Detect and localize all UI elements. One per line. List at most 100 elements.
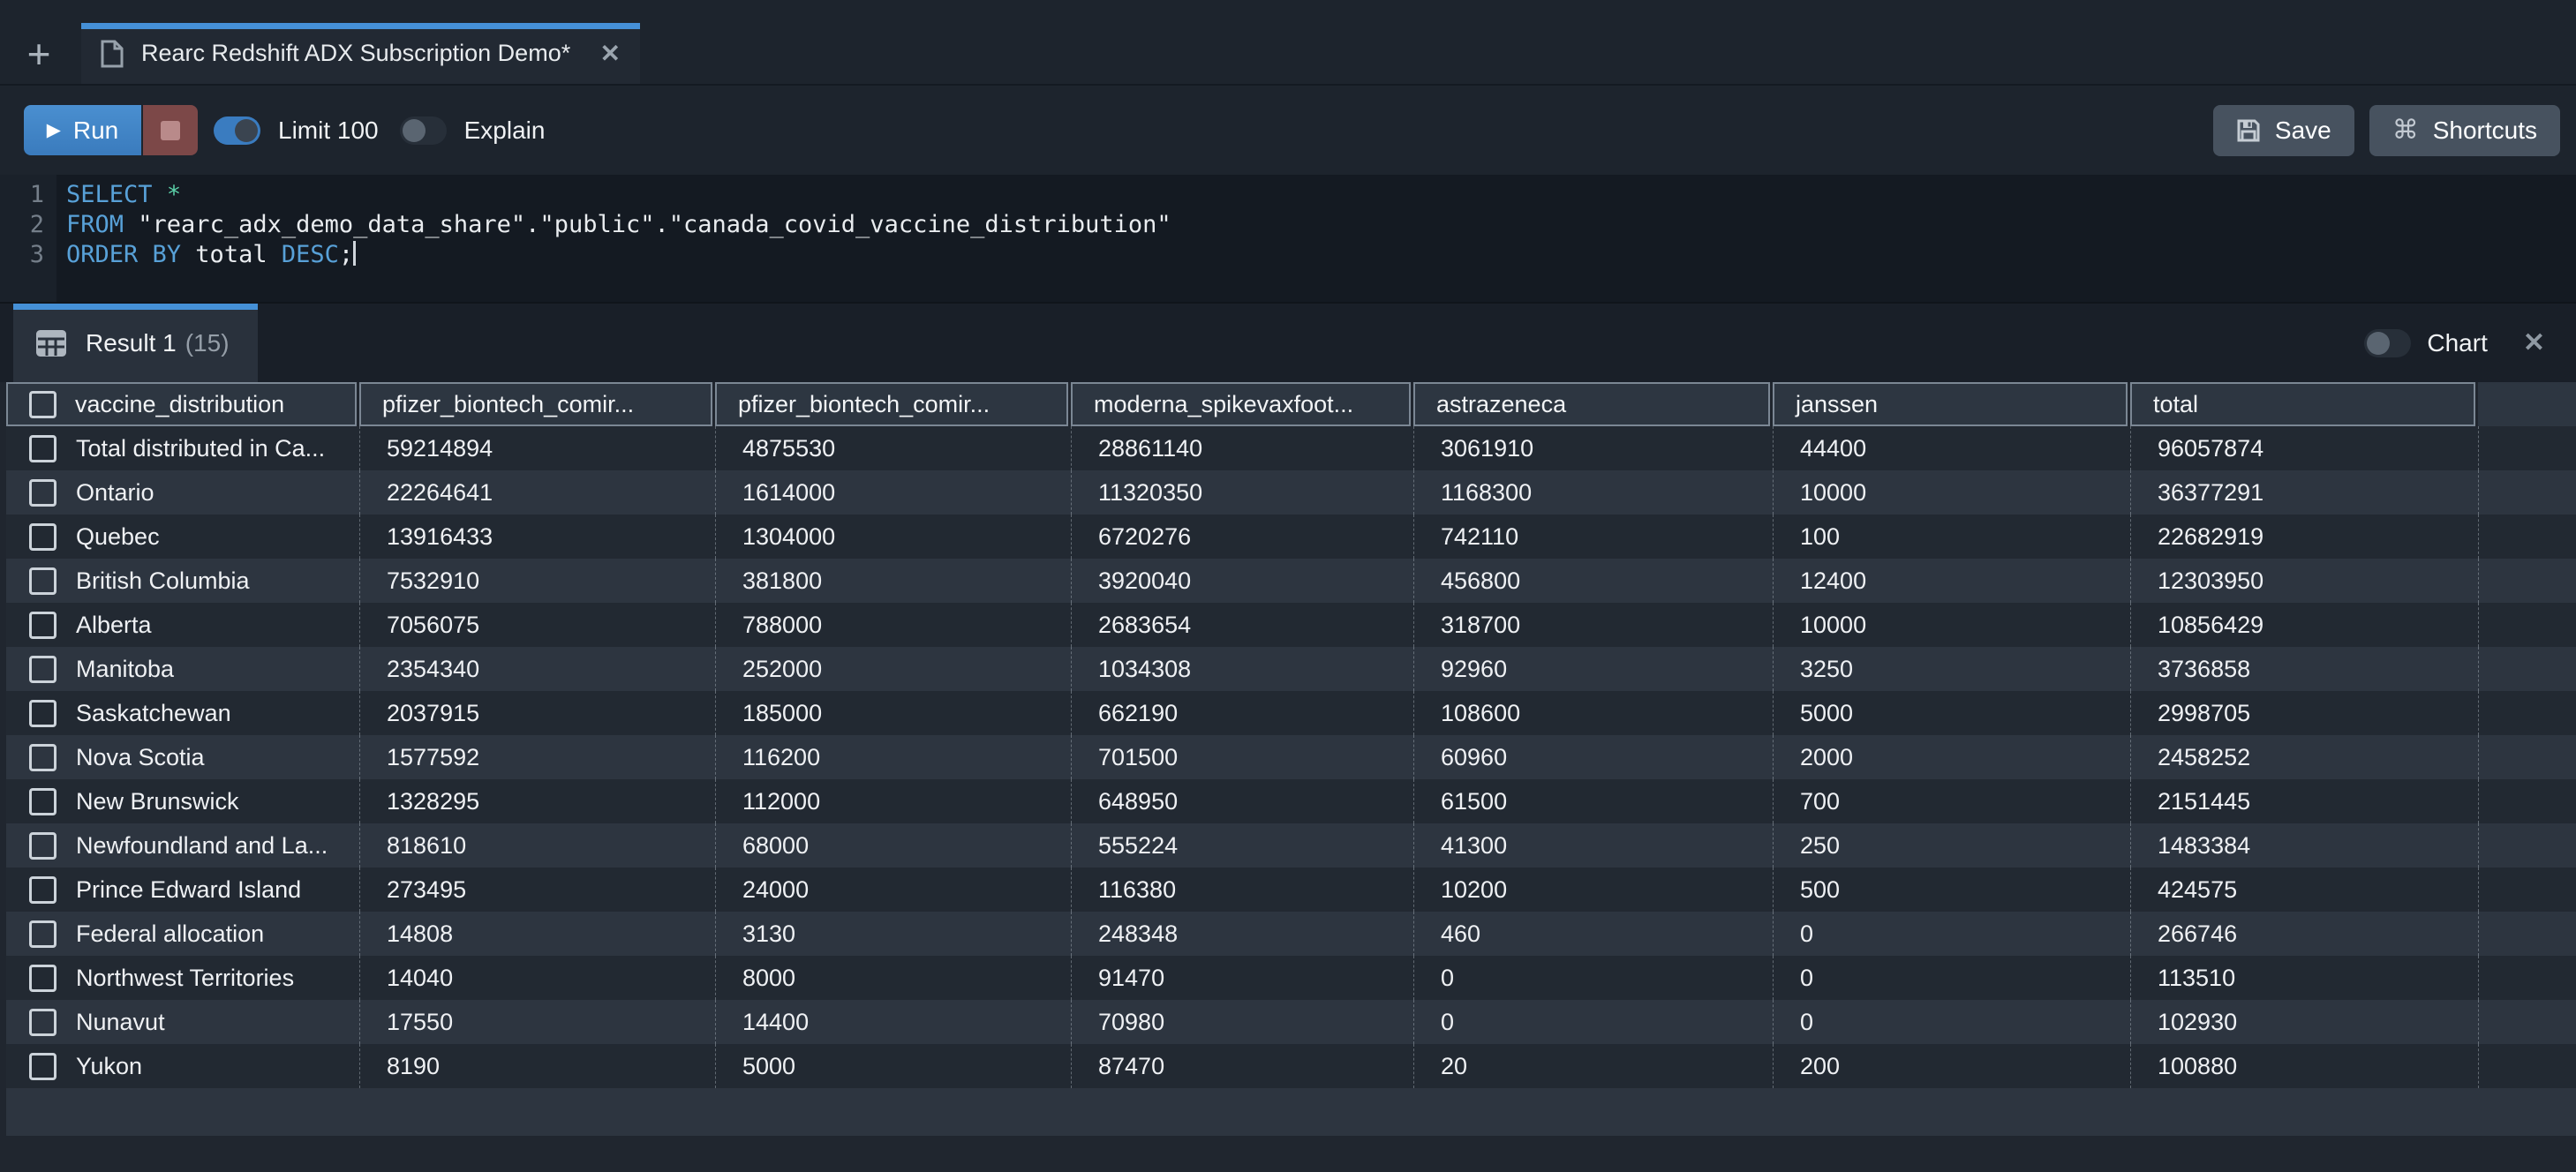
cell-value: 10856429 [2130,603,2478,647]
cell-value: 108600 [1413,691,1773,735]
table-row[interactable]: Saskatchewan 2037915 185000 662190 108600 500… [6,691,2576,735]
cell-value: 2683654 [1071,603,1413,647]
cell-value: 3130 [715,912,1071,956]
cell-value: 5000 [1773,691,2130,735]
cell-vaccine-distribution: New Brunswick [6,779,359,823]
code-token: total [181,241,282,268]
cell-value: 1614000 [715,470,1071,515]
cell-value: 700 [1773,779,2130,823]
select-all-checkbox[interactable] [29,390,56,418]
cell-filler [2478,912,2576,956]
cell-value: 3250 [1773,647,2130,691]
column-header-total[interactable]: total [2130,382,2475,426]
column-header-pfizer-biontech-comir[interactable]: pfizer_biontech_comir... [715,382,1068,426]
cell-value: 3920040 [1071,559,1413,603]
table-row[interactable]: Yukon 8190 5000 87470 20 200 100880 [6,1044,2576,1088]
table-row[interactable]: Newfoundland and La... 818610 68000 555224 4… [6,823,2576,868]
row-checkbox[interactable] [29,434,56,462]
new-tab-button[interactable]: + [26,30,51,77]
table-row[interactable]: New Brunswick 1328295 112000 648950 61500 700… [6,779,2576,823]
table-row[interactable]: Nunavut 17550 14400 70980 0 0 102930 [6,1000,2576,1044]
table-row[interactable]: British Columbia 7532910 381800 3920040 4568… [6,559,2576,603]
row-checkbox[interactable] [29,964,56,992]
column-header-vaccine-distribution[interactable]: vaccine_distribution [6,382,357,426]
cell-value: 1577592 [359,735,715,779]
result-tab-label: Result 1 [86,328,177,357]
sql-editor[interactable]: 1 SELECT * 2 FROM "rearc_adx_demo_data_shar… [0,175,2576,302]
line-number: 3 [29,241,44,268]
row-checkbox[interactable] [29,478,56,507]
row-checkbox[interactable] [29,1008,56,1036]
table-row[interactable]: Northwest Territories 14040 8000 91470 0 0 113… [6,956,2576,1000]
table-row[interactable]: Total distributed in Ca... 59214894 487553… [6,426,2576,470]
cell-value: 648950 [1071,779,1413,823]
table-row[interactable]: Prince Edward Island 273495 24000 116380 102… [6,868,2576,912]
toolbar-right-group: Save ⌘ Shortcuts [2212,104,2560,156]
results-close-icon[interactable]: ✕ [2522,328,2545,357]
save-button[interactable]: Save [2212,104,2354,156]
editor-gutter [0,175,56,302]
tab-rearc-redshift-adx-subscription-demo[interactable]: Rearc Redshift ADX Subscription Demo* ✕ [81,23,640,84]
editor-line[interactable]: 3 ORDER BY total DESC; [0,240,2576,270]
cell-value: 14040 [359,956,715,1000]
row-checkbox[interactable] [29,699,56,727]
cell-value: 24000 [715,868,1071,912]
code-text: FROM "rearc_adx_demo_data_share"."public… [66,210,1171,240]
table-row[interactable]: Federal allocation 14808 3130 248348 460 0 266… [6,912,2576,956]
code-token: * [166,181,182,208]
result-tab[interactable]: Result 1 (15) [13,304,258,382]
row-checkbox[interactable] [29,1052,56,1080]
cell-value: 14808 [359,912,715,956]
row-checkbox[interactable] [29,611,56,639]
tab-close-icon[interactable]: ✕ [599,40,621,67]
row-label: Alberta [76,611,152,638]
row-checkbox[interactable] [29,831,56,860]
shortcuts-button[interactable]: ⌘ Shortcuts [2369,104,2560,156]
code-token [153,181,167,208]
editor-line[interactable]: 2 FROM "rearc_adx_demo_data_share"."publi… [0,210,2576,240]
table-row[interactable]: Nova Scotia 1577592 116200 701500 60960 2000 2… [6,735,2576,779]
table-row[interactable]: Alberta 7056075 788000 2683654 318700 10000 10… [6,603,2576,647]
code-text: SELECT * [66,180,181,210]
cell-value: 68000 [715,823,1071,868]
row-checkbox[interactable] [29,743,56,771]
cell-value: 460 [1413,912,1773,956]
cell-value: 701500 [1071,735,1413,779]
column-header-pfizer-biontech-comir[interactable]: pfizer_biontech_comir... [359,382,712,426]
save-icon [2237,119,2260,141]
play-icon: ▶ [46,120,61,140]
cell-vaccine-distribution: Alberta [6,603,359,647]
results-table-header: vaccine_distribution pfizer_biontech_comi… [6,382,2576,426]
column-header-astrazeneca[interactable]: astrazeneca [1413,382,1770,426]
row-checkbox[interactable] [29,567,56,595]
stop-button[interactable] [143,105,198,155]
cell-value: 100 [1773,515,2130,559]
table-row[interactable]: Quebec 13916433 1304000 6720276 742110 100 226… [6,515,2576,559]
column-header-moderna-spikevaxfoot[interactable]: moderna_spikevaxfoot... [1071,382,1411,426]
row-label: New Brunswick [76,787,239,815]
cell-value: 0 [1413,1000,1773,1044]
row-checkbox[interactable] [29,920,56,948]
cell-value: 6720276 [1071,515,1413,559]
table-row[interactable]: Ontario 22264641 1614000 11320350 1168300 100… [6,470,2576,515]
chart-toggle[interactable] [2364,328,2412,357]
editor-line[interactable]: 1 SELECT * [0,180,2576,210]
cell-value: 318700 [1413,603,1773,647]
cell-value: 0 [1413,956,1773,1000]
cell-value: 252000 [715,647,1071,691]
limit-100-toggle[interactable] [214,116,260,145]
row-checkbox[interactable] [29,522,56,551]
column-header-janssen[interactable]: janssen [1773,382,2128,426]
table-row[interactable]: Manitoba 2354340 252000 1034308 92960 3250 373… [6,647,2576,691]
run-button[interactable]: ▶ Run [24,105,141,155]
explain-toggle[interactable] [399,116,447,145]
row-checkbox[interactable] [29,787,56,815]
cell-value: 500 [1773,868,2130,912]
cell-value: 424575 [2130,868,2478,912]
cell-value: 1034308 [1071,647,1413,691]
cell-value: 92960 [1413,647,1773,691]
row-checkbox[interactable] [29,875,56,904]
cell-value: 96057874 [2130,426,2478,470]
row-checkbox[interactable] [29,655,56,683]
